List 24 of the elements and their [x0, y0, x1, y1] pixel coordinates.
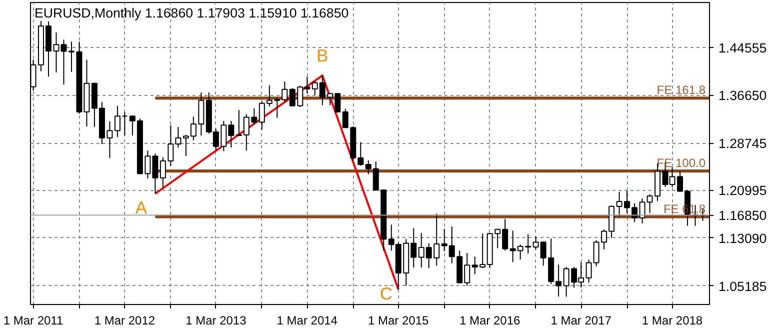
- y-tick-label: 1.44555: [718, 40, 767, 56]
- annotation: B: [316, 46, 328, 66]
- y-tick-label: 1.28745: [718, 136, 767, 152]
- candlestick: [198, 92, 204, 136]
- y-tick-label: 1.36650: [718, 88, 767, 104]
- x-tick-label: 1 Mar 2011: [3, 314, 64, 328]
- ref-line-label: FE 161.8: [656, 83, 706, 98]
- x-tick-label: 1 Mar 2014: [276, 314, 338, 328]
- annotation: C: [380, 283, 392, 304]
- x-tick-label: 1 Mar 2018: [642, 314, 703, 328]
- ref-line-label: 1.16850: [718, 208, 767, 224]
- x-tick-label: 1 Mar 2017: [550, 314, 612, 328]
- x-tick-label: 1 Mar 2012: [94, 314, 156, 328]
- chart-title: EURUSD,Monthly 1.16860 1.17903 1.15910 1.16850: [34, 6, 349, 20]
- x-tick-label: 1 Mar 2016: [459, 314, 521, 328]
- y-tick-label: 1.05185: [718, 278, 767, 294]
- candlestick: [68, 41, 74, 72]
- candlestick: [342, 108, 348, 128]
- ref-line-label: FE 100.0: [656, 156, 706, 170]
- x-tick-label: 1 Mar 2015: [368, 314, 430, 328]
- annotation: A: [135, 198, 148, 218]
- y-tick-label: 1.13090: [718, 230, 767, 246]
- x-tick-label: 1 Mar 2013: [186, 314, 247, 328]
- y-tick-label: 1.20995: [718, 183, 767, 198]
